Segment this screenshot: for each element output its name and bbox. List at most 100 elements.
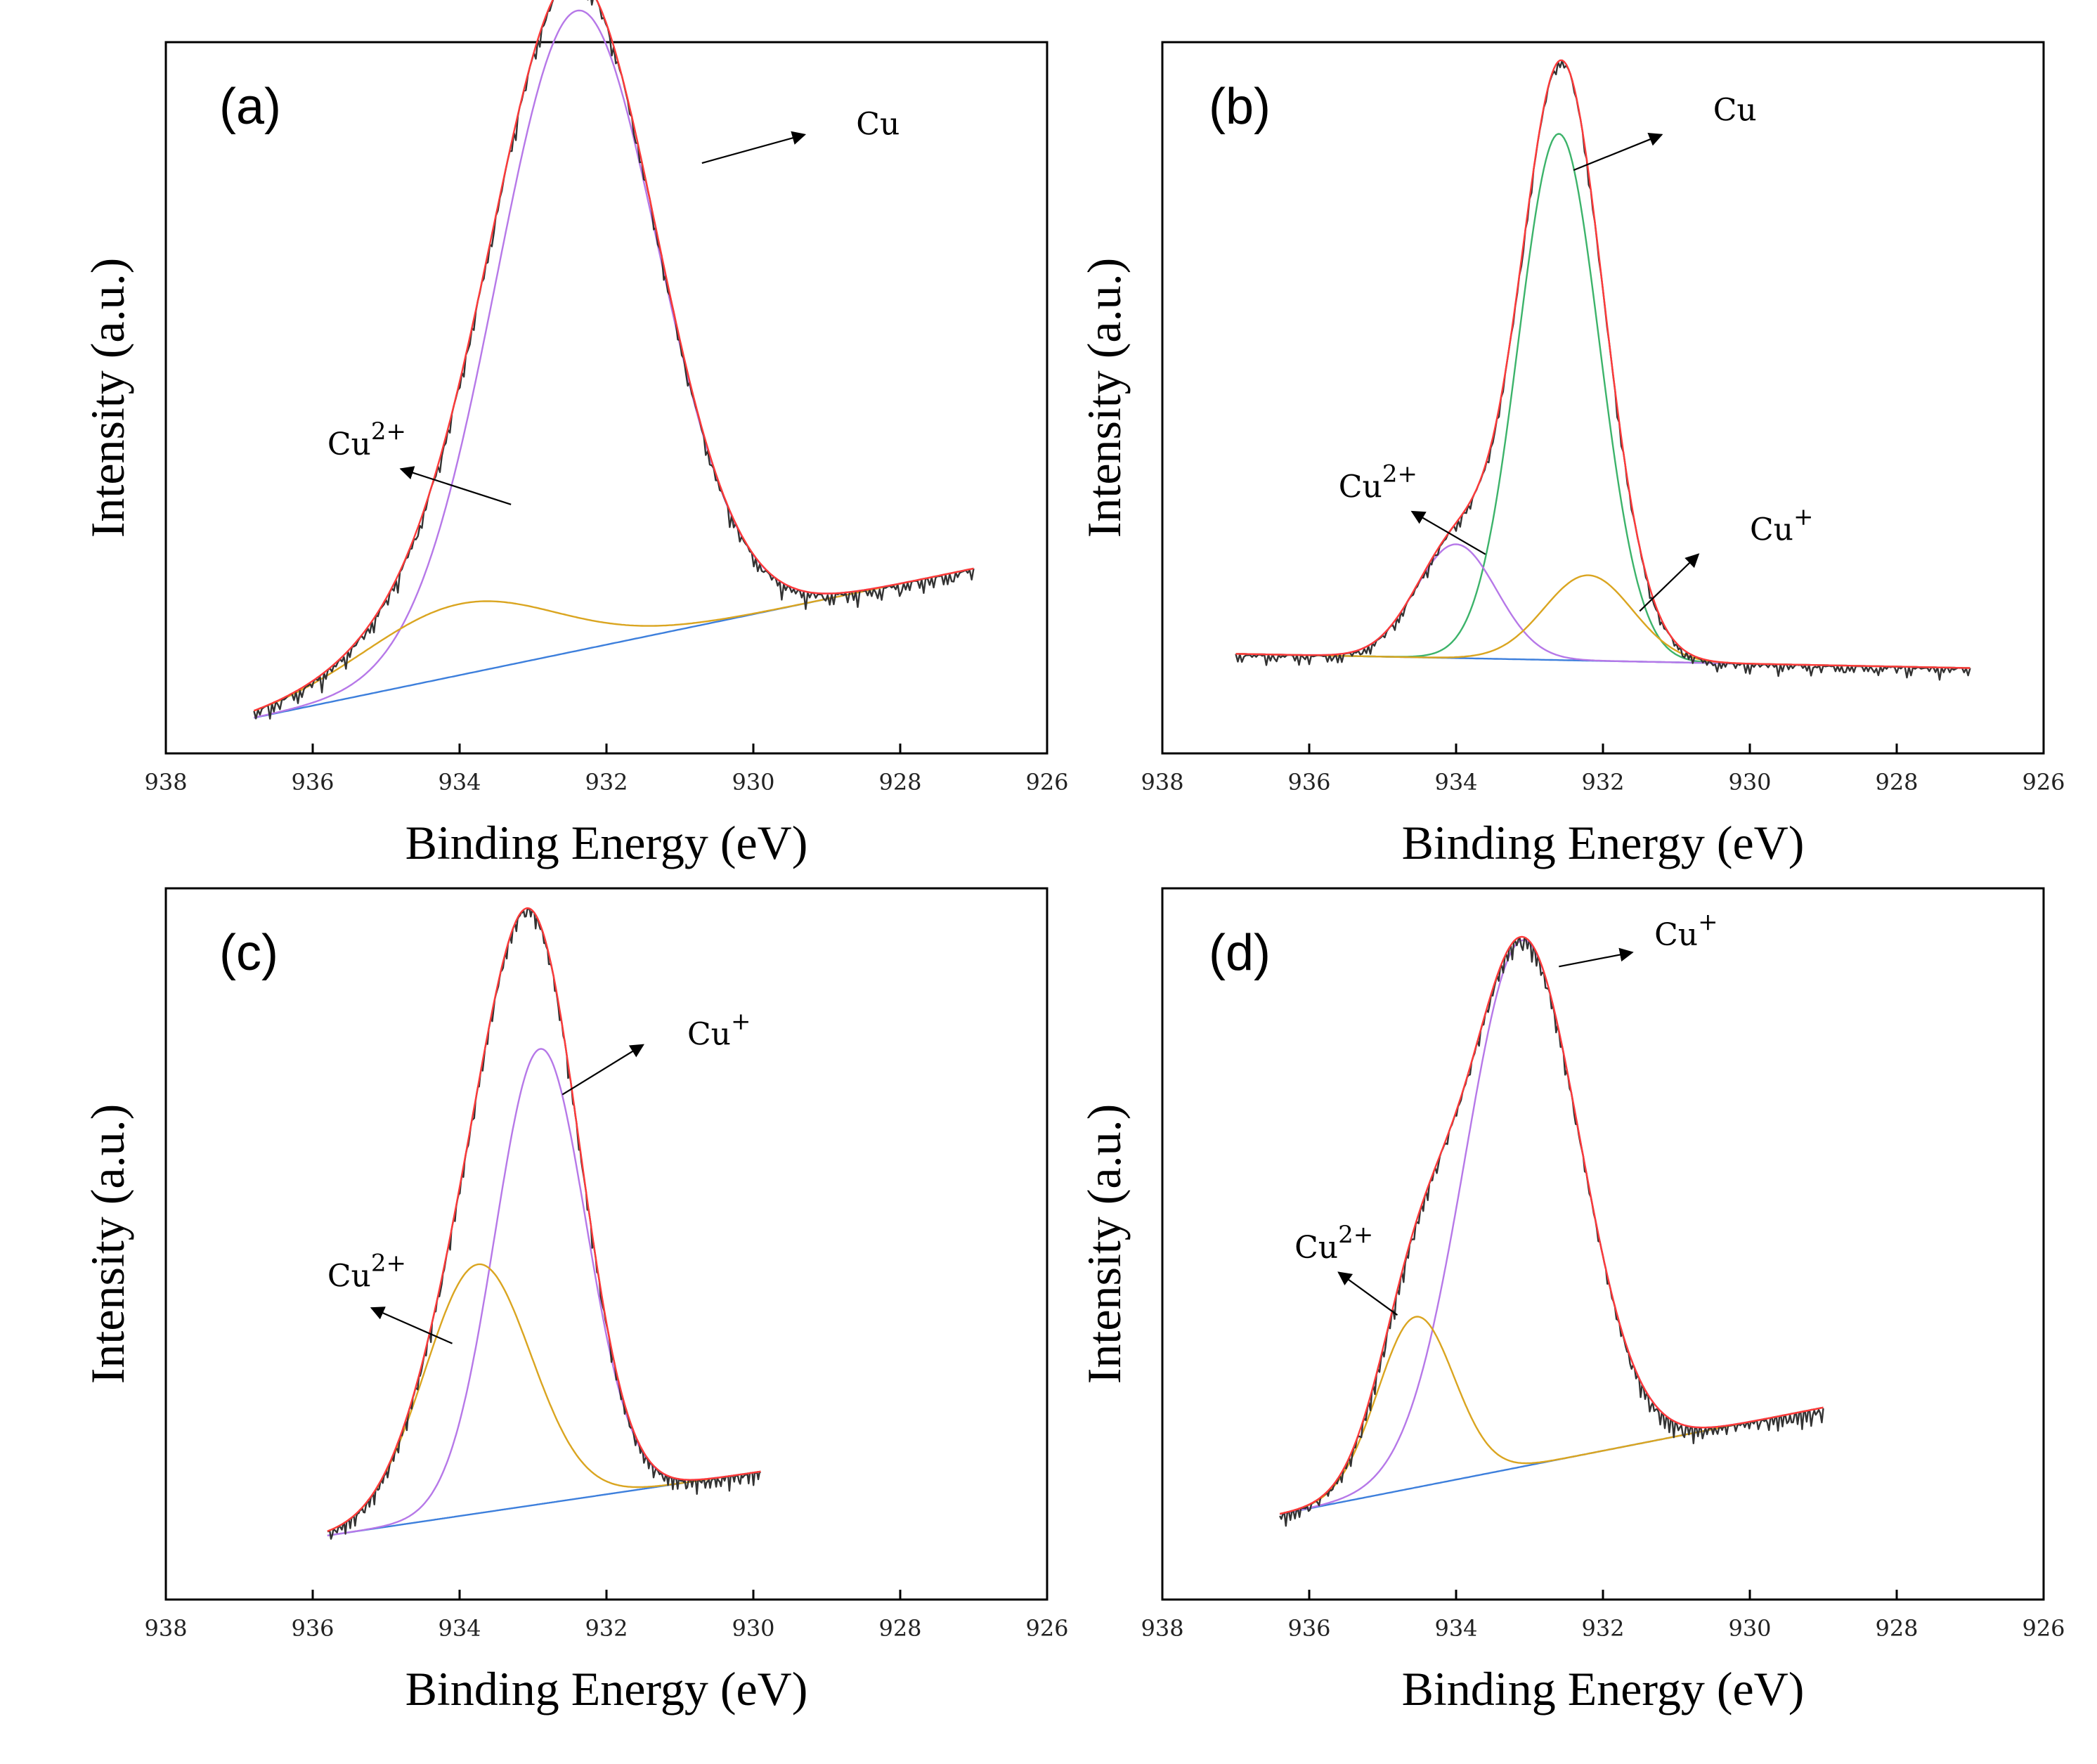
x-tick-label: 934: [438, 769, 481, 796]
x-tick-label: 928: [878, 769, 921, 796]
x-tick-label: 930: [732, 1615, 774, 1642]
x-tick-label: 934: [438, 1615, 481, 1642]
annotation-label: Cu+: [687, 1008, 751, 1053]
curves: [1279, 935, 1824, 1527]
annotation-superscript: 2+: [1382, 460, 1417, 488]
panel-c: 938 936 934 932 930 928 926 Cu+Cu2+ (c) Bindin…: [81, 887, 1069, 1716]
component-cu: [1235, 133, 1971, 669]
annotation-arrow: [1573, 133, 1663, 171]
x-tick-label: 926: [1025, 769, 1068, 796]
panel-label: (c): [219, 925, 278, 981]
curves: [327, 907, 761, 1540]
x-tick-label: 936: [1287, 1615, 1330, 1642]
annotation-label: Cu+: [1654, 908, 1718, 953]
annotation-arrow: [701, 131, 807, 164]
x-axis-ticks: 938 936 934 932 930 928 926: [1141, 1590, 2065, 1642]
annotation-label: Cu2+: [1339, 460, 1417, 505]
component-cu2plus: [253, 567, 974, 712]
x-tick-label: 936: [291, 1615, 334, 1642]
x-tick-label: 930: [1728, 769, 1771, 796]
annotation-base: Cu: [327, 427, 371, 462]
annotation-superscript: 2+: [1338, 1221, 1373, 1249]
x-tick-label: 928: [878, 1615, 921, 1642]
annotation-base: Cu: [1654, 917, 1698, 953]
annotation-superscript: 2+: [371, 1250, 406, 1278]
x-tick-label: 926: [1025, 1615, 1068, 1642]
x-tick-label: 932: [1581, 1615, 1624, 1642]
annotation-base: Cu: [1750, 512, 1793, 547]
x-tick-label: 934: [1434, 769, 1477, 796]
series-fit-sum: [1279, 935, 1824, 1515]
annotations: Cu+Cu2+: [1294, 908, 1718, 1316]
series-fit-sum: [1235, 59, 1971, 669]
annotation-label: Cu: [1713, 92, 1757, 128]
annotation-arrow: [1559, 947, 1634, 968]
series-fit-sum: [253, 0, 974, 712]
annotation-superscript: +: [1698, 908, 1718, 936]
annotation-base: Cu: [1713, 92, 1757, 128]
plot-frame: [1161, 41, 2045, 755]
annotation-arrow: [1639, 553, 1700, 612]
x-tick-label: 930: [1728, 1615, 1771, 1642]
annotation-arrow: [1410, 510, 1486, 555]
x-axis-ticks: 938 936 934 932 930 928 926: [144, 744, 1069, 796]
y-axis-title: Intensity (a.u.): [1077, 258, 1131, 538]
annotation-arrow: [1337, 1271, 1398, 1316]
annotation-arrow: [370, 1306, 453, 1344]
annotation-base: Cu: [327, 1259, 371, 1295]
curves: [253, 0, 975, 720]
y-axis-title: Intensity (a.u.): [1077, 1104, 1131, 1384]
panel-label: (a): [219, 79, 281, 135]
x-tick-label: 928: [1875, 1615, 1918, 1642]
annotation-base: Cu: [1339, 469, 1382, 505]
x-tick-label: 938: [144, 769, 187, 796]
annotation-superscript: 2+: [371, 417, 406, 446]
x-tick-label: 938: [1141, 769, 1183, 796]
y-axis-title: Intensity (a.u.): [81, 258, 134, 538]
component-cuplus: [327, 1048, 761, 1537]
component-cu2plus: [1279, 1316, 1824, 1515]
x-axis-ticks: 938 936 934 932 930 928 926: [144, 1590, 1069, 1642]
x-axis-ticks: 938 936 934 932 930 928 926: [1141, 744, 2065, 796]
annotation-base: Cu: [1294, 1230, 1338, 1266]
annotation-label: Cu2+: [327, 1250, 406, 1295]
annotations: Cu+Cu2+: [327, 1008, 751, 1344]
panel-d: 938 936 934 932 930 928 926 Cu+Cu2+ (d) Bindin…: [1077, 887, 2065, 1716]
x-axis-title: Binding Energy (eV): [405, 1662, 808, 1716]
series-fit-sum: [327, 907, 761, 1532]
x-tick-label: 932: [1581, 769, 1624, 796]
plot-frame: [164, 887, 1048, 1601]
series-raw-data: [327, 907, 761, 1540]
x-tick-label: 938: [144, 1615, 187, 1642]
annotation-label: Cu+: [1750, 502, 1814, 547]
annotation-label: Cu2+: [1294, 1221, 1373, 1266]
plot-frame: [164, 41, 1048, 755]
annotation-arrow: [399, 466, 512, 505]
annotation-superscript: +: [731, 1008, 751, 1036]
x-tick-label: 932: [585, 769, 628, 796]
x-tick-label: 936: [1287, 769, 1330, 796]
annotation-arrow: [561, 1044, 644, 1096]
component-cu2plus: [327, 1263, 761, 1532]
y-axis-title: Intensity (a.u.): [81, 1104, 134, 1384]
x-tick-label: 936: [291, 769, 334, 796]
curves: [1235, 59, 1971, 681]
x-tick-label: 938: [1141, 1615, 1183, 1642]
x-axis-title: Binding Energy (eV): [1402, 816, 1805, 869]
annotation-superscript: +: [1793, 502, 1814, 531]
x-axis-title: Binding Energy (eV): [1402, 1662, 1805, 1716]
panel-label: (d): [1209, 925, 1271, 981]
annotation-label: Cu: [856, 107, 900, 143]
x-tick-label: 934: [1434, 1615, 1477, 1642]
panel-label: (b): [1209, 79, 1271, 135]
x-tick-label: 930: [732, 769, 774, 796]
x-tick-label: 932: [585, 1615, 628, 1642]
x-tick-label: 926: [2022, 769, 2065, 796]
x-tick-label: 926: [2022, 1615, 2065, 1642]
annotation-base: Cu: [687, 1017, 731, 1053]
